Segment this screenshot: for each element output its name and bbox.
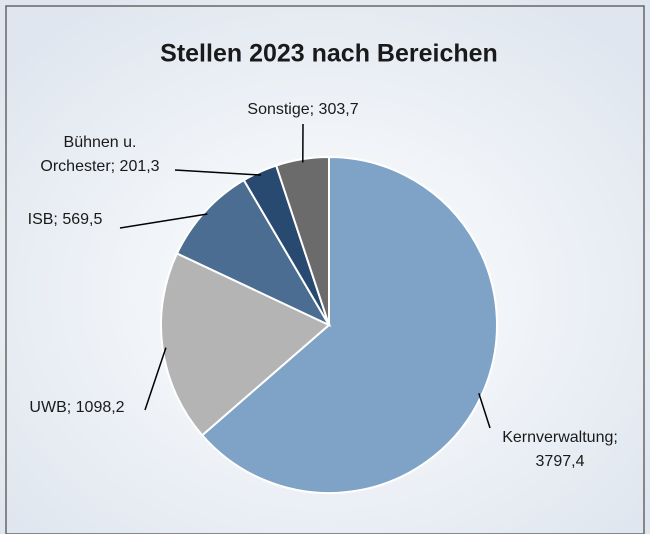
leader-line — [119, 213, 208, 229]
leader-line — [478, 393, 491, 429]
data-label: Bühnen u. Orchester; 201,3 — [40, 134, 159, 175]
leader-line — [174, 169, 262, 176]
leader-line — [144, 347, 167, 411]
data-label: ISB; 569,5 — [28, 211, 103, 228]
pie-slice — [160, 252, 331, 437]
frame — [5, 5, 645, 534]
data-label: Kernverwaltung; 3797,4 — [502, 429, 618, 470]
data-label: UWB; 1098,2 — [29, 399, 124, 416]
pie-slice — [175, 178, 332, 328]
data-label: Sonstige; 303,7 — [247, 101, 358, 118]
pie-slice — [200, 155, 498, 494]
chart-title: Stellen 2023 nach Bereichen — [160, 40, 498, 68]
